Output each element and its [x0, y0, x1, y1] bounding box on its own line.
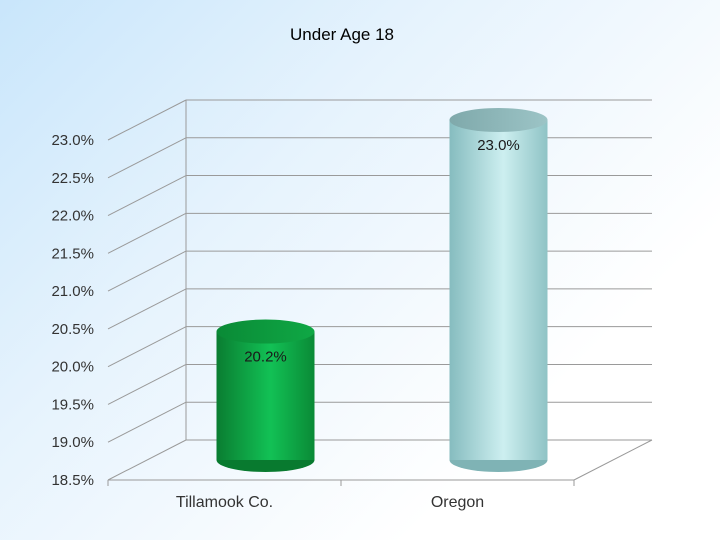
floor-right-edge — [573, 439, 653, 481]
y-tick-label: 20.0% — [51, 359, 94, 376]
x-axis-category-labels: Tillamook Co. Oregon — [176, 494, 484, 511]
y-tick-label: 23.0% — [51, 132, 94, 149]
gridline-diagonal — [107, 137, 187, 179]
data-labels: 20.2% 23.0% — [244, 137, 520, 366]
gridline-diagonal — [107, 326, 187, 368]
data-label: 20.2% — [244, 349, 287, 366]
bar-tillamook-co — [216, 319, 315, 472]
x-category-label: Oregon — [431, 494, 484, 511]
y-tick-label: 19.5% — [51, 396, 94, 413]
bar-top — [449, 108, 548, 132]
y-tick-label: 18.5% — [51, 472, 94, 489]
y-tick-label: 19.0% — [51, 434, 94, 451]
y-tick-label: 22.5% — [51, 170, 94, 187]
y-tick-label: 22.0% — [51, 208, 94, 225]
gridline-diagonal — [107, 250, 187, 292]
gridlines — [107, 99, 653, 486]
bar-body — [216, 331, 315, 460]
gridline-diagonal — [107, 175, 187, 217]
bar-top — [216, 319, 315, 344]
y-tick-label: 20.5% — [51, 321, 94, 338]
bars — [216, 108, 548, 472]
y-axis-tick-labels: 18.5% 19.0% 19.5% 20.0% 20.5% 21.0% 21.5% 22.0%… — [51, 132, 94, 489]
data-label: 23.0% — [477, 137, 520, 154]
gridline-diagonal — [107, 288, 187, 330]
bar-oregon — [449, 108, 548, 472]
bar-body — [449, 120, 548, 460]
gridline-diagonal — [107, 212, 187, 254]
gridline-diagonal — [107, 363, 187, 405]
gridline-diagonal — [107, 439, 187, 481]
y-tick-label: 21.0% — [51, 283, 94, 300]
y-tick-label: 21.5% — [51, 245, 94, 262]
chart-title: Under Age 18 — [290, 25, 394, 44]
gridline-diagonal — [107, 401, 187, 443]
x-category-label: Tillamook Co. — [176, 494, 273, 511]
gridline-diagonal — [107, 99, 187, 141]
